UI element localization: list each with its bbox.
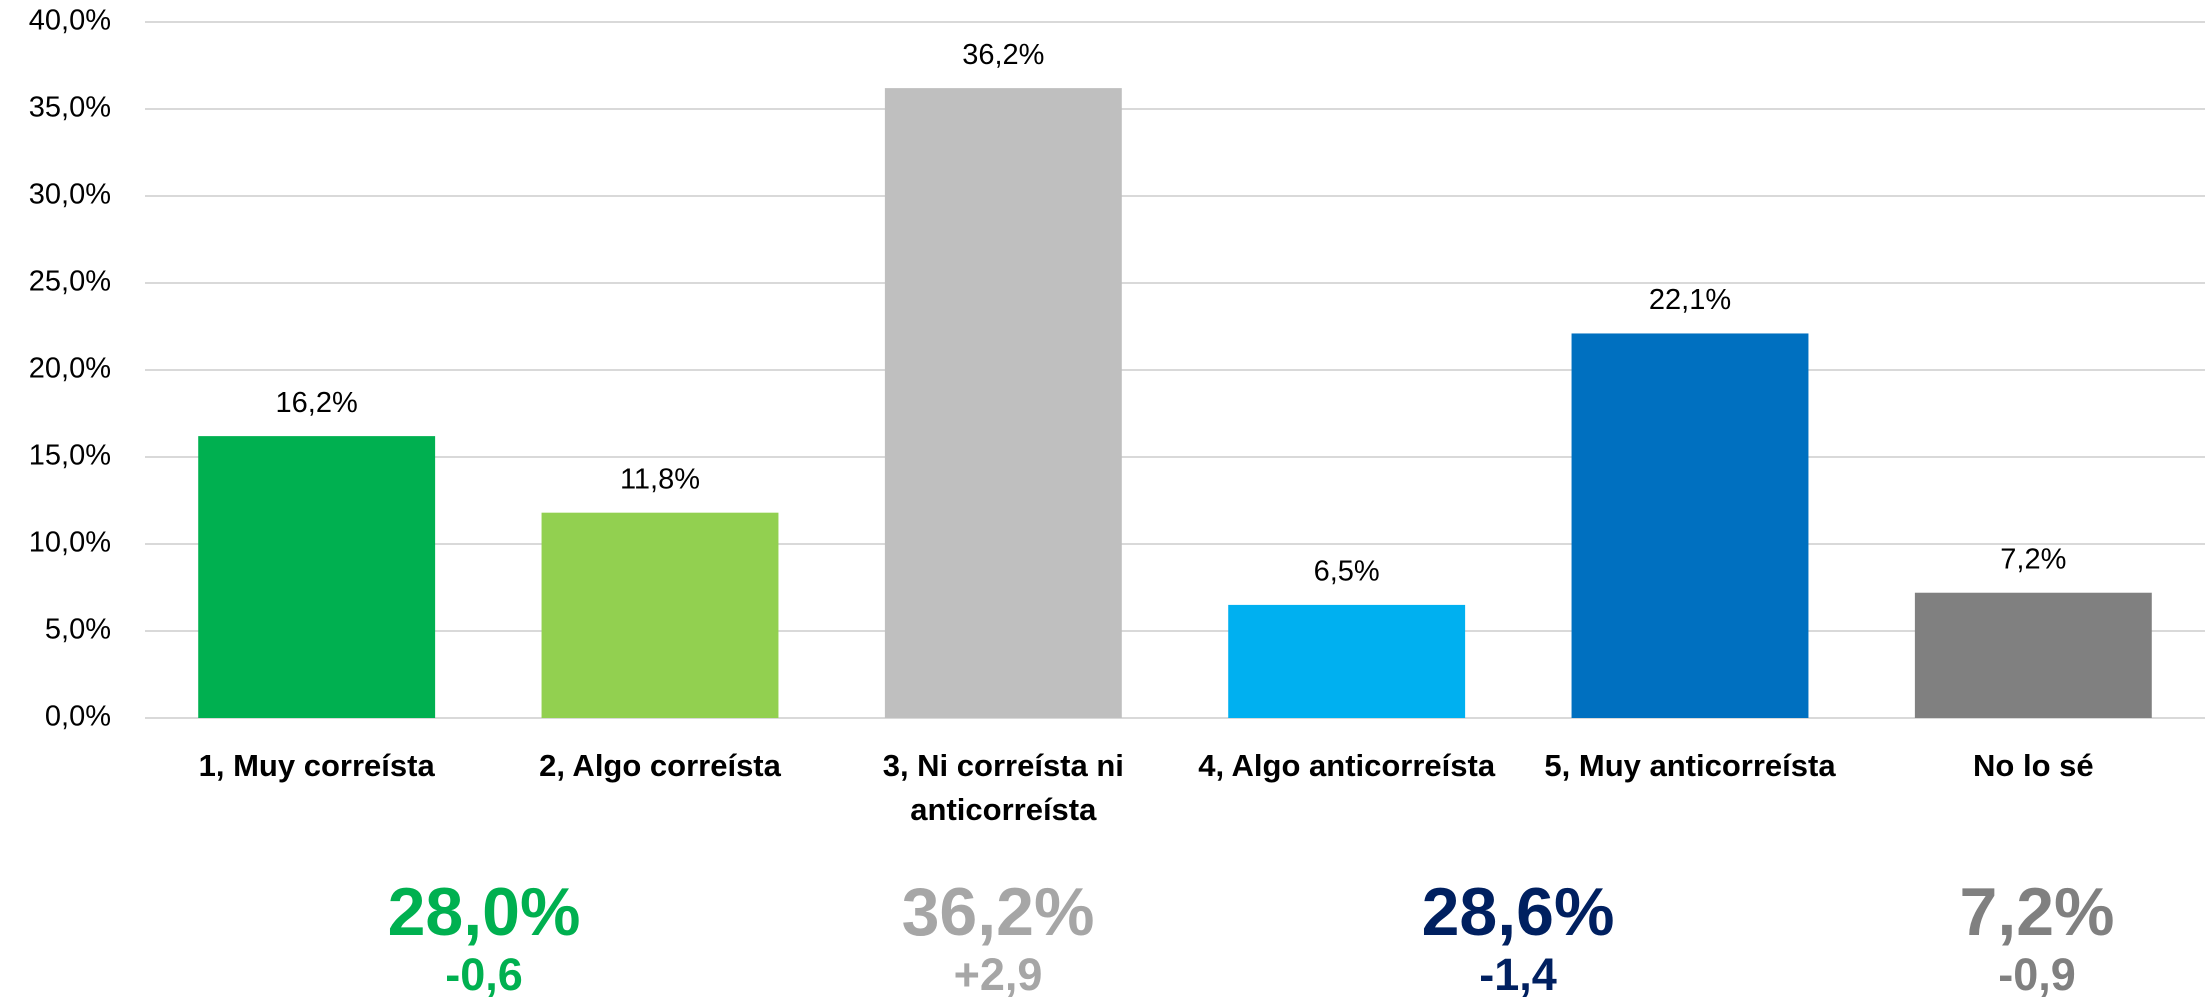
x-tick-label: 1, Muy correísta bbox=[198, 748, 435, 783]
summary-change: -1,4 bbox=[1479, 949, 1557, 1000]
summary-value: 28,6% bbox=[1422, 874, 1615, 950]
summary-change: -0,6 bbox=[445, 949, 523, 1000]
bar bbox=[541, 512, 779, 718]
bar bbox=[1914, 592, 2152, 718]
summary-value: 7,2% bbox=[1960, 874, 2115, 950]
bar bbox=[1228, 604, 1466, 718]
y-tick-label: 0,0% bbox=[45, 701, 111, 733]
y-tick-label: 5,0% bbox=[45, 614, 111, 646]
x-tick-label: 3, Ni correísta ni anticorreísta bbox=[882, 748, 1124, 827]
x-tick-label: 4, Algo anticorreísta bbox=[1198, 748, 1496, 783]
bar bbox=[884, 88, 1122, 719]
x-tick-label: 5, Muy anticorreísta bbox=[1544, 748, 1836, 783]
y-tick-label: 15,0% bbox=[29, 440, 111, 472]
y-tick-label: 30,0% bbox=[29, 179, 111, 211]
y-tick-label: 20,0% bbox=[29, 353, 111, 385]
value-label: 11,8% bbox=[620, 463, 700, 495]
summary-change: -0,9 bbox=[1998, 949, 2076, 1000]
value-label: 7,2% bbox=[2000, 543, 2066, 575]
summary-change: +2,9 bbox=[954, 949, 1043, 1000]
bar bbox=[1571, 333, 1809, 718]
value-label: 6,5% bbox=[1314, 556, 1380, 588]
value-label: 16,2% bbox=[276, 387, 358, 419]
x-tick-label: No lo sé bbox=[1973, 748, 2094, 783]
bar bbox=[198, 436, 436, 718]
summary-value: 28,0% bbox=[388, 874, 581, 950]
y-tick-label: 25,0% bbox=[29, 266, 111, 298]
summary-value: 36,2% bbox=[902, 874, 1095, 950]
x-tick-label: 2, Algo correísta bbox=[539, 748, 781, 783]
y-tick-label: 10,0% bbox=[29, 527, 111, 559]
y-tick-label: 40,0% bbox=[29, 5, 111, 37]
value-label: 22,1% bbox=[1649, 284, 1731, 316]
value-label: 36,2% bbox=[962, 39, 1044, 71]
y-tick-label: 35,0% bbox=[29, 92, 111, 124]
